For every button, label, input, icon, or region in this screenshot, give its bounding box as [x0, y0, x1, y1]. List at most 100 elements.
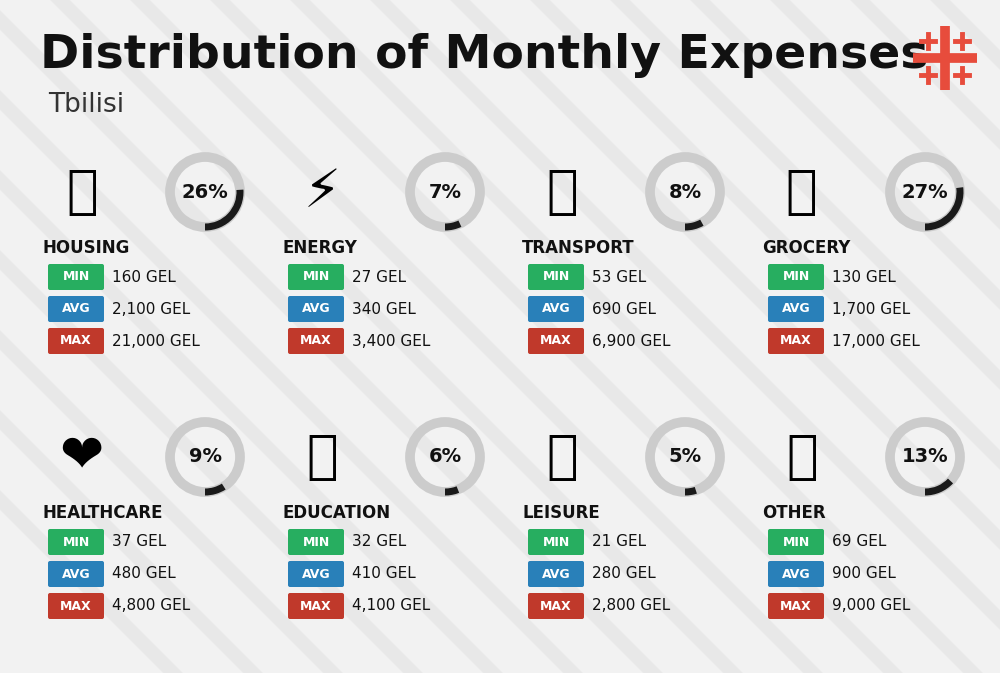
- Text: 2,100 GEL: 2,100 GEL: [112, 302, 190, 316]
- Text: 340 GEL: 340 GEL: [352, 302, 416, 316]
- Text: AVG: AVG: [302, 567, 330, 581]
- FancyBboxPatch shape: [768, 529, 824, 555]
- Text: MIN: MIN: [542, 271, 570, 283]
- FancyBboxPatch shape: [288, 561, 344, 587]
- FancyBboxPatch shape: [768, 296, 824, 322]
- Text: 26%: 26%: [182, 182, 228, 201]
- Text: AVG: AVG: [542, 302, 570, 316]
- Text: MIN: MIN: [302, 536, 330, 548]
- Text: 21 GEL: 21 GEL: [592, 534, 646, 549]
- Text: OTHER: OTHER: [762, 504, 826, 522]
- Text: 32 GEL: 32 GEL: [352, 534, 406, 549]
- Text: MIN: MIN: [62, 536, 90, 548]
- Text: 130 GEL: 130 GEL: [832, 269, 896, 285]
- Text: 13%: 13%: [902, 448, 948, 466]
- Text: AVG: AVG: [782, 567, 810, 581]
- FancyBboxPatch shape: [288, 593, 344, 619]
- Text: AVG: AVG: [302, 302, 330, 316]
- Wedge shape: [205, 190, 243, 230]
- Text: 17,000 GEL: 17,000 GEL: [832, 334, 920, 349]
- Text: AVG: AVG: [542, 567, 570, 581]
- Text: MAX: MAX: [300, 334, 332, 347]
- Text: AVG: AVG: [782, 302, 810, 316]
- Text: 2,800 GEL: 2,800 GEL: [592, 598, 670, 614]
- FancyBboxPatch shape: [528, 529, 584, 555]
- Text: 1,700 GEL: 1,700 GEL: [832, 302, 910, 316]
- Text: 4,800 GEL: 4,800 GEL: [112, 598, 190, 614]
- Text: MIN: MIN: [542, 536, 570, 548]
- Text: 27 GEL: 27 GEL: [352, 269, 406, 285]
- Text: 🛒: 🛒: [546, 431, 578, 483]
- Text: 6,900 GEL: 6,900 GEL: [592, 334, 670, 349]
- FancyBboxPatch shape: [528, 264, 584, 290]
- Text: 4,100 GEL: 4,100 GEL: [352, 598, 430, 614]
- FancyBboxPatch shape: [768, 593, 824, 619]
- Text: 53 GEL: 53 GEL: [592, 269, 646, 285]
- Text: 160 GEL: 160 GEL: [112, 269, 176, 285]
- Text: 🛍️: 🛍️: [786, 166, 818, 218]
- Wedge shape: [445, 221, 461, 230]
- Wedge shape: [685, 219, 704, 230]
- FancyBboxPatch shape: [768, 561, 824, 587]
- Text: Tbilisi: Tbilisi: [48, 92, 124, 118]
- FancyBboxPatch shape: [48, 529, 104, 555]
- FancyBboxPatch shape: [768, 264, 824, 290]
- Text: HOUSING: HOUSING: [42, 239, 129, 257]
- Text: LEISURE: LEISURE: [522, 504, 600, 522]
- FancyBboxPatch shape: [528, 561, 584, 587]
- FancyBboxPatch shape: [48, 296, 104, 322]
- FancyBboxPatch shape: [528, 593, 584, 619]
- Text: 900 GEL: 900 GEL: [832, 567, 896, 581]
- Text: 8%: 8%: [668, 182, 702, 201]
- Wedge shape: [685, 487, 697, 495]
- Text: Distribution of Monthly Expenses: Distribution of Monthly Expenses: [40, 32, 928, 77]
- Text: MAX: MAX: [60, 600, 92, 612]
- Text: MIN: MIN: [782, 271, 810, 283]
- Text: 280 GEL: 280 GEL: [592, 567, 656, 581]
- Wedge shape: [925, 479, 953, 495]
- Text: 27%: 27%: [902, 182, 948, 201]
- Text: 7%: 7%: [428, 182, 462, 201]
- Text: GROCERY: GROCERY: [762, 239, 850, 257]
- Text: MIN: MIN: [302, 271, 330, 283]
- Text: 9,000 GEL: 9,000 GEL: [832, 598, 910, 614]
- Text: 🎓: 🎓: [306, 431, 338, 483]
- Text: 21,000 GEL: 21,000 GEL: [112, 334, 200, 349]
- FancyBboxPatch shape: [288, 264, 344, 290]
- Text: AVG: AVG: [62, 567, 90, 581]
- Text: ENERGY: ENERGY: [282, 239, 357, 257]
- Wedge shape: [925, 187, 963, 230]
- Text: 9%: 9%: [188, 448, 222, 466]
- Text: AVG: AVG: [62, 302, 90, 316]
- Text: 69 GEL: 69 GEL: [832, 534, 886, 549]
- Text: 3,400 GEL: 3,400 GEL: [352, 334, 430, 349]
- FancyBboxPatch shape: [48, 328, 104, 354]
- FancyBboxPatch shape: [288, 296, 344, 322]
- Text: MAX: MAX: [540, 600, 572, 612]
- Text: MAX: MAX: [780, 334, 812, 347]
- Text: EDUCATION: EDUCATION: [282, 504, 390, 522]
- FancyBboxPatch shape: [288, 529, 344, 555]
- FancyBboxPatch shape: [528, 328, 584, 354]
- FancyBboxPatch shape: [288, 328, 344, 354]
- FancyBboxPatch shape: [48, 561, 104, 587]
- FancyBboxPatch shape: [48, 593, 104, 619]
- Text: TRANSPORT: TRANSPORT: [522, 239, 635, 257]
- Text: HEALTHCARE: HEALTHCARE: [42, 504, 162, 522]
- Text: MAX: MAX: [60, 334, 92, 347]
- Text: MAX: MAX: [780, 600, 812, 612]
- FancyBboxPatch shape: [528, 296, 584, 322]
- FancyBboxPatch shape: [768, 328, 824, 354]
- Text: 690 GEL: 690 GEL: [592, 302, 656, 316]
- FancyBboxPatch shape: [48, 264, 104, 290]
- Text: MAX: MAX: [540, 334, 572, 347]
- Text: 💰: 💰: [786, 431, 818, 483]
- Wedge shape: [205, 484, 226, 495]
- Wedge shape: [445, 487, 459, 495]
- Text: 410 GEL: 410 GEL: [352, 567, 416, 581]
- Text: MIN: MIN: [782, 536, 810, 548]
- Text: MIN: MIN: [62, 271, 90, 283]
- Text: 🏢: 🏢: [66, 166, 98, 218]
- Text: MAX: MAX: [300, 600, 332, 612]
- Text: 🚌: 🚌: [546, 166, 578, 218]
